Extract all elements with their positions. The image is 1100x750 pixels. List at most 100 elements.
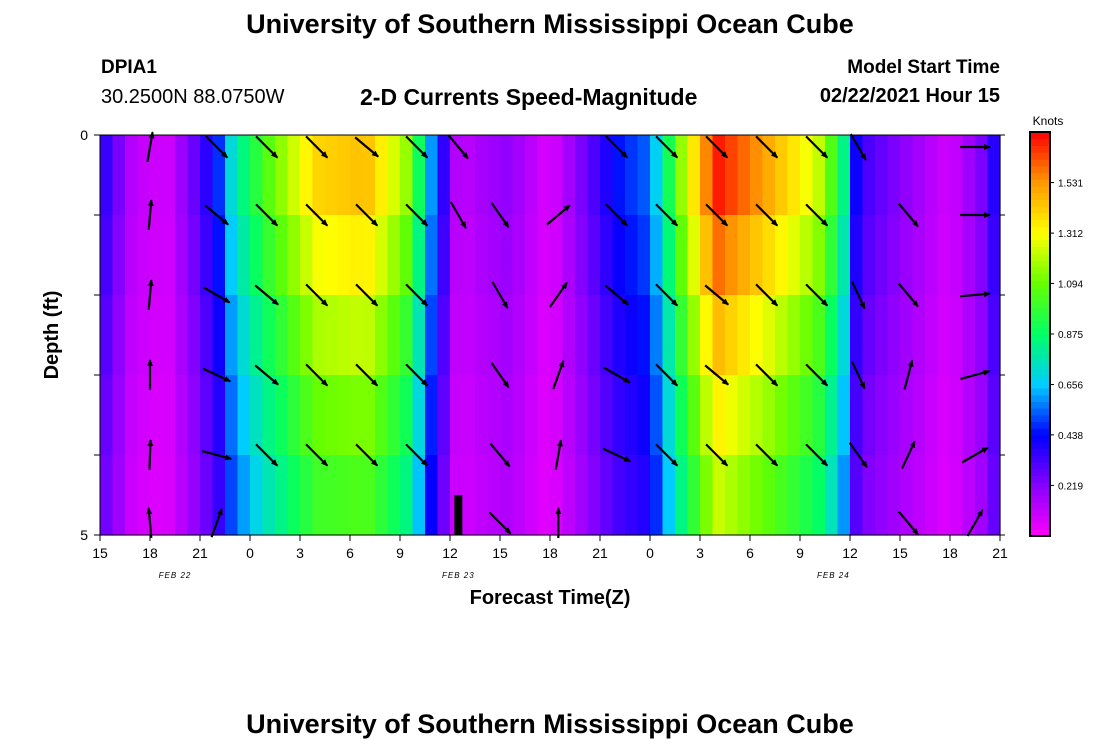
current-vector-arrow: [552, 359, 565, 390]
chart-title: 2-D Currents Speed-Magnitude: [360, 84, 698, 110]
colorbar-swatch: [1030, 172, 1050, 180]
current-vector-arrow: [548, 281, 568, 308]
heatmap-cell: [137, 295, 151, 376]
colorbar-swatch: [1030, 293, 1050, 301]
heatmap-cell: [275, 295, 289, 376]
heatmap-cell: [850, 215, 864, 296]
heatmap-cell: [987, 295, 1001, 376]
colorbar-swatch: [1030, 435, 1050, 443]
heatmap-cell: [787, 215, 801, 296]
colorbar-swatch: [1030, 455, 1050, 463]
current-vector-arrow: [204, 204, 229, 226]
heatmap-cell: [537, 215, 551, 296]
current-vector-arrow: [705, 203, 729, 227]
heatmap-cell: [187, 455, 201, 536]
heatmap-cell: [637, 455, 651, 536]
heatmap-cell: [200, 135, 214, 216]
heatmap-cell: [825, 375, 839, 456]
current-vector-arrow: [449, 201, 467, 229]
heatmap-cell: [275, 375, 289, 456]
heatmap-cell: [225, 215, 239, 296]
heatmap-cell: [287, 375, 301, 456]
heatmap-cell: [150, 375, 164, 456]
heatmap-cell: [687, 295, 701, 376]
heatmap-cell: [587, 455, 601, 536]
heatmap-cell: [712, 375, 726, 456]
heatmap-cell: [387, 375, 401, 456]
current-vector-arrow: [405, 283, 429, 307]
current-vector-arrow: [447, 134, 469, 160]
colorbar-swatch: [1030, 165, 1050, 173]
colorbar-swatch: [1030, 152, 1050, 160]
heatmap-cell: [312, 455, 326, 536]
heatmap-cell: [812, 215, 826, 296]
x-tick-label: 21: [192, 545, 208, 561]
heatmap-cell: [837, 295, 851, 376]
x-tick-label: 3: [696, 545, 704, 561]
heatmap-cell: [712, 295, 726, 376]
current-vector-arrow: [355, 443, 379, 467]
heatmap-cell: [475, 375, 489, 456]
heatmap-cell: [212, 375, 226, 456]
heatmap-cell: [237, 135, 251, 216]
heatmap-cell: [762, 295, 776, 376]
heatmap-cell: [662, 375, 676, 456]
current-vector-arrow: [805, 443, 829, 467]
heatmap-cell: [200, 295, 214, 376]
heatmap-cell: [575, 135, 589, 216]
heatmap-cell: [587, 135, 601, 216]
heatmap-cell: [375, 295, 389, 376]
colorbar-tick-label: 0.875: [1058, 330, 1083, 341]
heatmap-cell: [150, 295, 164, 376]
heatmap-cell: [212, 295, 226, 376]
heatmap-cell: [887, 295, 901, 376]
heatmap-cell: [400, 135, 414, 216]
current-vector-arrow: [305, 203, 329, 227]
current-vector-arrow: [705, 135, 729, 159]
heatmap-cell: [412, 455, 426, 536]
heatmap-cell: [187, 135, 201, 216]
heatmap-cell: [862, 135, 876, 216]
heatmap-cell: [987, 135, 1001, 216]
current-vector-arrow: [146, 131, 155, 162]
heatmap-cell: [200, 215, 214, 296]
heatmap-cell: [412, 135, 426, 216]
heatmap-cell: [512, 375, 526, 456]
heatmap-cell: [862, 295, 876, 376]
heatmap-cell: [600, 135, 614, 216]
heatmap-cell: [300, 375, 314, 456]
colorbar-swatch: [1030, 374, 1050, 382]
page-title: University of Southern Mississippi Ocean…: [246, 9, 854, 39]
current-vector-arrow: [850, 280, 866, 310]
heatmap-cell: [937, 295, 951, 376]
heatmap-cell: [950, 375, 964, 456]
heatmap-cell: [387, 455, 401, 536]
heatmap-cell: [162, 135, 176, 216]
date-label: FEB 22: [159, 571, 192, 580]
heatmap-cell: [400, 295, 414, 376]
current-vector-arrow: [491, 281, 509, 309]
current-vector-arrow: [655, 443, 679, 467]
heatmap-cell: [550, 295, 564, 376]
x-tick-label: 6: [346, 545, 354, 561]
current-vector-arrow: [848, 442, 868, 469]
heatmap-cell: [750, 375, 764, 456]
heatmap-cell: [150, 455, 164, 536]
heatmap-cell: [850, 295, 864, 376]
colorbar-swatch: [1030, 468, 1050, 476]
heatmap-cell: [675, 455, 689, 536]
colorbar-swatch: [1030, 529, 1050, 537]
heatmap-cell: [175, 135, 189, 216]
heatmap-cell: [212, 135, 226, 216]
heatmap-cell: [500, 455, 514, 536]
current-vector-arrow: [490, 202, 510, 229]
heatmap-cell: [537, 455, 551, 536]
heatmap-cell: [562, 455, 576, 536]
colorbar-swatch: [1030, 226, 1050, 234]
heatmap-cell: [400, 455, 414, 536]
current-vector-arrow: [805, 135, 829, 159]
heatmap-cell: [400, 215, 414, 296]
heatmap-cell: [262, 455, 276, 536]
heatmap-cell: [812, 455, 826, 536]
heatmap-cell: [300, 455, 314, 536]
